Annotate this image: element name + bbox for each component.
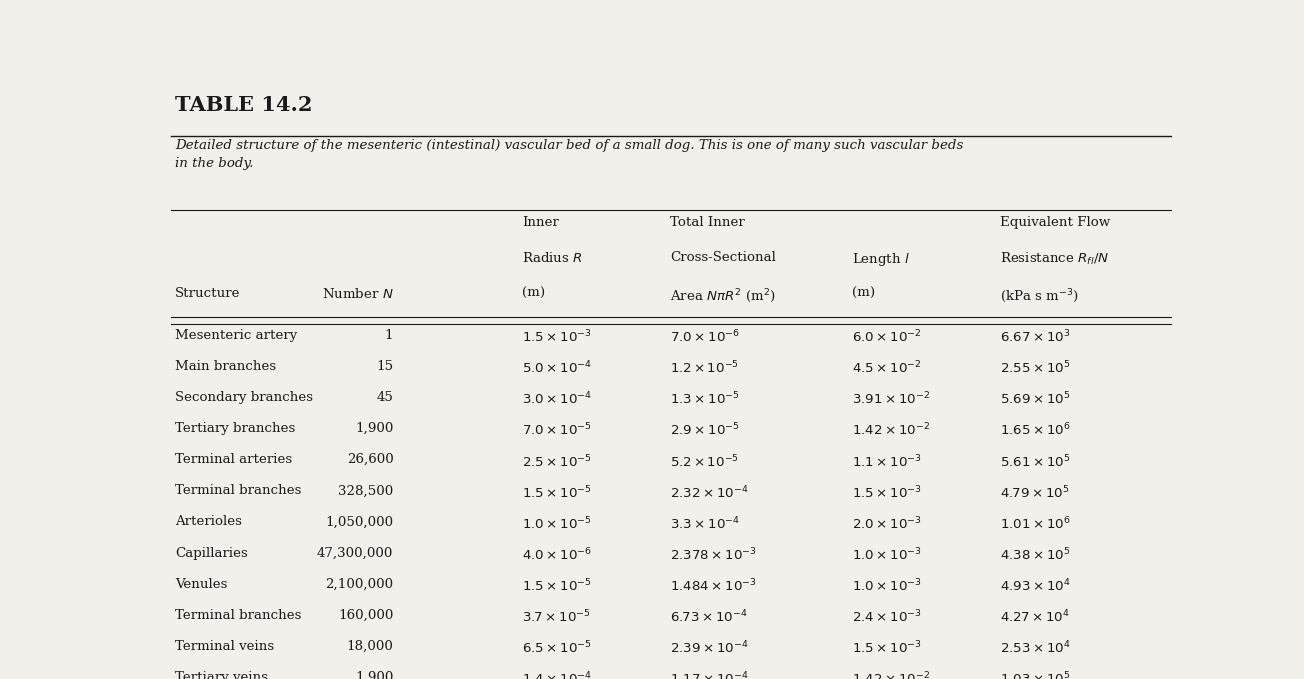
Text: (kPa s m$^{-3}$): (kPa s m$^{-3}$) <box>1000 287 1078 305</box>
Text: $4.93 \times 10^{4}$: $4.93 \times 10^{4}$ <box>1000 578 1071 594</box>
Text: $1.1 \times 10^{-3}$: $1.1 \times 10^{-3}$ <box>853 453 922 470</box>
Text: $4.38 \times 10^{5}$: $4.38 \times 10^{5}$ <box>1000 547 1071 563</box>
Text: (m): (m) <box>522 287 545 300</box>
Text: $1.42 \times 10^{-2}$: $1.42 \times 10^{-2}$ <box>853 671 930 679</box>
Text: Cross-Sectional: Cross-Sectional <box>670 251 776 264</box>
Text: $5.2 \times 10^{-5}$: $5.2 \times 10^{-5}$ <box>670 453 739 470</box>
Text: Secondary branches: Secondary branches <box>175 391 313 404</box>
Text: $4.5 \times 10^{-2}$: $4.5 \times 10^{-2}$ <box>853 360 922 376</box>
Text: $7.0 \times 10^{-5}$: $7.0 \times 10^{-5}$ <box>522 422 592 439</box>
Text: $5.61 \times 10^{5}$: $5.61 \times 10^{5}$ <box>1000 453 1071 470</box>
Text: $6.73 \times 10^{-4}$: $6.73 \times 10^{-4}$ <box>670 609 748 625</box>
Text: $1.484 \times 10^{-3}$: $1.484 \times 10^{-3}$ <box>670 578 758 594</box>
Text: 2,100,000: 2,100,000 <box>325 578 394 591</box>
Text: $1.0 \times 10^{-3}$: $1.0 \times 10^{-3}$ <box>853 547 922 563</box>
Text: $3.91 \times 10^{-2}$: $3.91 \times 10^{-2}$ <box>853 391 930 407</box>
Text: $1.65 \times 10^{6}$: $1.65 \times 10^{6}$ <box>1000 422 1071 439</box>
Text: $7.0 \times 10^{-6}$: $7.0 \times 10^{-6}$ <box>670 329 741 346</box>
Text: $1.42 \times 10^{-2}$: $1.42 \times 10^{-2}$ <box>853 422 930 439</box>
Text: Detailed structure of the mesenteric (intestinal) vascular bed of a small dog. T: Detailed structure of the mesenteric (in… <box>175 139 964 170</box>
Text: $1.01 \times 10^{6}$: $1.01 \times 10^{6}$ <box>1000 515 1071 532</box>
Text: $5.69 \times 10^{5}$: $5.69 \times 10^{5}$ <box>1000 391 1071 407</box>
Text: $2.0 \times 10^{-3}$: $2.0 \times 10^{-3}$ <box>853 515 922 532</box>
Text: $1.17 \times 10^{-4}$: $1.17 \times 10^{-4}$ <box>670 671 748 679</box>
Text: 45: 45 <box>377 391 394 404</box>
Text: (m): (m) <box>853 287 875 300</box>
Text: 1,050,000: 1,050,000 <box>325 515 394 528</box>
Text: Main branches: Main branches <box>175 360 276 373</box>
Text: 328,500: 328,500 <box>338 484 394 497</box>
Text: Total Inner: Total Inner <box>670 216 745 229</box>
Text: TABLE 14.2: TABLE 14.2 <box>175 94 313 115</box>
Text: Number $N$: Number $N$ <box>322 287 394 301</box>
Text: 47,300,000: 47,300,000 <box>317 547 394 559</box>
Text: Mesenteric artery: Mesenteric artery <box>175 329 297 342</box>
Text: Arterioles: Arterioles <box>175 515 243 528</box>
Text: Venules: Venules <box>175 578 227 591</box>
Text: $1.5 \times 10^{-3}$: $1.5 \times 10^{-3}$ <box>853 484 922 501</box>
Text: 1,900: 1,900 <box>355 422 394 435</box>
Text: Terminal veins: Terminal veins <box>175 640 274 653</box>
Text: $3.3 \times 10^{-4}$: $3.3 \times 10^{-4}$ <box>670 515 741 532</box>
Text: Terminal branches: Terminal branches <box>175 484 301 497</box>
Text: $1.5 \times 10^{-5}$: $1.5 \times 10^{-5}$ <box>522 484 592 501</box>
Text: $1.0 \times 10^{-3}$: $1.0 \times 10^{-3}$ <box>853 578 922 594</box>
Text: $2.32 \times 10^{-4}$: $2.32 \times 10^{-4}$ <box>670 484 748 501</box>
Text: 160,000: 160,000 <box>338 609 394 622</box>
Text: Length $l$: Length $l$ <box>853 251 910 268</box>
Text: Structure: Structure <box>175 287 241 300</box>
Text: Tertiary branches: Tertiary branches <box>175 422 296 435</box>
Text: Area $N\pi R^2$ (m$^2$): Area $N\pi R^2$ (m$^2$) <box>670 287 776 305</box>
Text: $1.5 \times 10^{-3}$: $1.5 \times 10^{-3}$ <box>853 640 922 657</box>
Text: $2.378 \times 10^{-3}$: $2.378 \times 10^{-3}$ <box>670 547 758 563</box>
Text: $2.55 \times 10^{5}$: $2.55 \times 10^{5}$ <box>1000 360 1071 376</box>
Text: 1,900: 1,900 <box>355 671 394 679</box>
Text: $2.53 \times 10^{4}$: $2.53 \times 10^{4}$ <box>1000 640 1071 657</box>
Text: $1.3 \times 10^{-5}$: $1.3 \times 10^{-5}$ <box>670 391 741 407</box>
Text: $2.4 \times 10^{-3}$: $2.4 \times 10^{-3}$ <box>853 609 922 625</box>
Text: 1: 1 <box>385 329 394 342</box>
Text: $3.0 \times 10^{-4}$: $3.0 \times 10^{-4}$ <box>522 391 592 407</box>
Text: $1.0 \times 10^{-5}$: $1.0 \times 10^{-5}$ <box>522 515 592 532</box>
Text: $4.27 \times 10^{4}$: $4.27 \times 10^{4}$ <box>1000 609 1069 625</box>
Text: $1.5 \times 10^{-3}$: $1.5 \times 10^{-3}$ <box>522 329 592 346</box>
Text: $6.5 \times 10^{-5}$: $6.5 \times 10^{-5}$ <box>522 640 592 657</box>
Text: 18,000: 18,000 <box>347 640 394 653</box>
Text: $2.9 \times 10^{-5}$: $2.9 \times 10^{-5}$ <box>670 422 741 439</box>
Text: Radius $R$: Radius $R$ <box>522 251 583 265</box>
Text: Terminal arteries: Terminal arteries <box>175 453 292 466</box>
Text: $4.0 \times 10^{-6}$: $4.0 \times 10^{-6}$ <box>522 547 592 563</box>
Text: $2.39 \times 10^{-4}$: $2.39 \times 10^{-4}$ <box>670 640 748 657</box>
Text: $1.03 \times 10^{5}$: $1.03 \times 10^{5}$ <box>1000 671 1071 679</box>
Text: 15: 15 <box>377 360 394 373</box>
Text: $1.5 \times 10^{-5}$: $1.5 \times 10^{-5}$ <box>522 578 592 594</box>
Text: $6.0 \times 10^{-2}$: $6.0 \times 10^{-2}$ <box>853 329 922 346</box>
Text: $2.5 \times 10^{-5}$: $2.5 \times 10^{-5}$ <box>522 453 592 470</box>
Text: Terminal branches: Terminal branches <box>175 609 301 622</box>
Text: Tertiary veins: Tertiary veins <box>175 671 269 679</box>
Text: $5.0 \times 10^{-4}$: $5.0 \times 10^{-4}$ <box>522 360 592 376</box>
Text: Resistance $R_{fl}/N$: Resistance $R_{fl}/N$ <box>1000 251 1110 268</box>
Text: $6.67 \times 10^{3}$: $6.67 \times 10^{3}$ <box>1000 329 1071 346</box>
Text: Inner: Inner <box>522 216 558 229</box>
Text: Capillaries: Capillaries <box>175 547 248 559</box>
Text: $1.4 \times 10^{-4}$: $1.4 \times 10^{-4}$ <box>522 671 592 679</box>
Text: $1.2 \times 10^{-5}$: $1.2 \times 10^{-5}$ <box>670 360 739 376</box>
Text: $4.79 \times 10^{5}$: $4.79 \times 10^{5}$ <box>1000 484 1069 501</box>
Text: $3.7 \times 10^{-5}$: $3.7 \times 10^{-5}$ <box>522 609 591 625</box>
Text: 26,600: 26,600 <box>347 453 394 466</box>
Text: Equivalent Flow: Equivalent Flow <box>1000 216 1110 229</box>
